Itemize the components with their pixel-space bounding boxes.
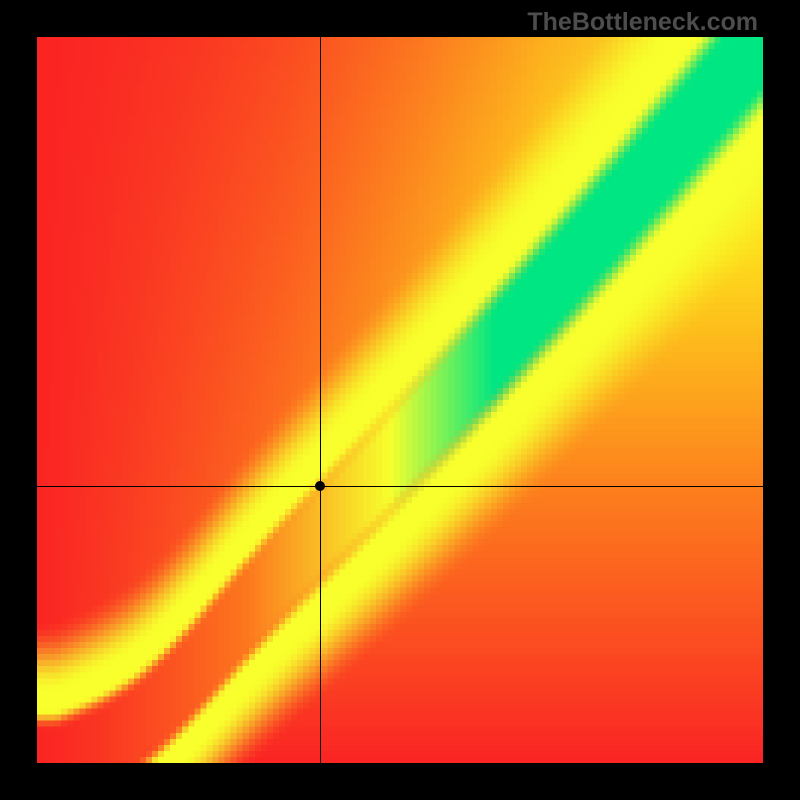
watermark-text: TheBottleneck.com — [527, 8, 758, 37]
crosshair-horizontal — [37, 486, 763, 487]
chart-container: TheBottleneck.com — [0, 0, 800, 800]
bottleneck-heatmap — [37, 37, 763, 763]
selection-dot — [315, 481, 325, 491]
crosshair-vertical — [320, 37, 321, 763]
